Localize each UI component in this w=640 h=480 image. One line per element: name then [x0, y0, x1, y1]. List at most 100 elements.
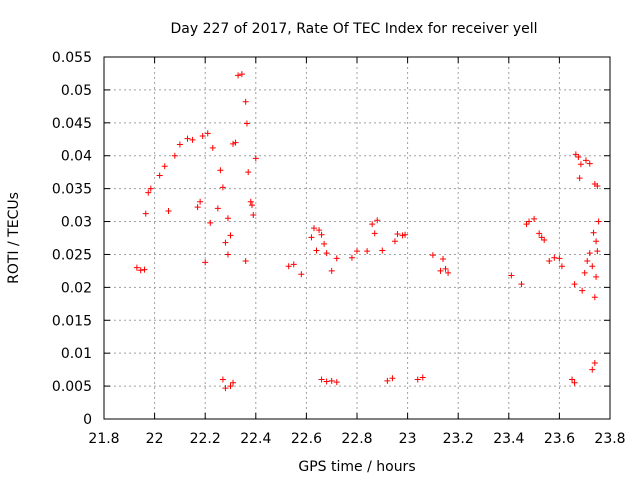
- data-point: [414, 376, 421, 383]
- y-tick-label: 0.04: [61, 149, 92, 165]
- y-tick-label: 0.055: [52, 50, 92, 66]
- data-point: [219, 184, 226, 191]
- data-point: [577, 161, 584, 168]
- data-point: [593, 238, 600, 245]
- data-point: [252, 155, 259, 162]
- data-point: [308, 234, 315, 241]
- y-tick-labels: 0 0.005 0.01 0.015 0.02 0.025 0.03 0.035 0.04 0.0…: [52, 50, 92, 428]
- chart-title: Day 227 of 2017, Rate Of TEC Index for r…: [170, 21, 537, 37]
- data-point: [328, 267, 335, 274]
- data-point: [290, 261, 297, 268]
- data-point: [576, 175, 583, 182]
- data-point: [222, 239, 229, 246]
- data-point: [207, 219, 214, 226]
- x-tick-label: 22.8: [341, 431, 372, 447]
- data-points: [133, 71, 602, 392]
- data-point: [595, 218, 602, 225]
- data-point: [523, 221, 530, 228]
- data-point: [199, 132, 206, 139]
- data-point: [571, 281, 578, 288]
- y-tick-label: 0: [83, 412, 92, 428]
- data-point: [310, 225, 317, 232]
- data-point: [584, 258, 591, 265]
- data-point: [371, 230, 378, 237]
- data-point: [582, 157, 589, 164]
- data-point: [364, 248, 371, 255]
- data-point: [214, 205, 221, 212]
- data-point: [202, 259, 209, 266]
- data-point: [245, 169, 252, 176]
- data-point: [318, 231, 325, 238]
- data-point: [379, 247, 386, 254]
- data-point: [224, 215, 231, 222]
- data-point: [518, 281, 525, 288]
- data-point: [230, 379, 237, 386]
- data-point: [333, 255, 340, 262]
- x-axis-label: GPS time / hours: [298, 459, 415, 475]
- data-point: [328, 377, 335, 384]
- data-point: [536, 230, 543, 237]
- data-point: [581, 269, 588, 276]
- axis-ticks: [103, 56, 611, 420]
- data-point: [235, 72, 242, 79]
- x-tick-label: 23.4: [493, 431, 524, 447]
- data-point: [538, 234, 545, 241]
- data-point: [586, 250, 593, 257]
- data-point: [165, 208, 172, 215]
- y-tick-label: 0.025: [52, 247, 92, 263]
- x-tick-label: 22.6: [291, 431, 322, 447]
- grid-lines: [104, 57, 610, 419]
- x-tick-labels: 21.8 22 22.2 22.4 22.6 22.8 23 23.2 23.4 23.6 23.8: [88, 431, 625, 447]
- data-point: [141, 266, 148, 273]
- data-point: [591, 360, 598, 367]
- y-tick-label: 0.035: [52, 182, 92, 198]
- data-point: [591, 294, 598, 301]
- y-tick-label: 0.03: [61, 215, 92, 231]
- data-point: [579, 287, 586, 294]
- data-point: [298, 271, 305, 278]
- data-point: [354, 248, 360, 255]
- data-point: [224, 251, 231, 258]
- data-point: [249, 202, 256, 209]
- data-point: [333, 379, 340, 386]
- data-point: [176, 141, 183, 148]
- data-point: [145, 189, 152, 196]
- x-tick-label: 23.2: [443, 431, 474, 447]
- data-point: [369, 221, 376, 228]
- data-point: [232, 139, 239, 146]
- data-point: [541, 236, 548, 243]
- x-tick-label: 21.8: [88, 431, 119, 447]
- data-point: [285, 263, 292, 270]
- data-point: [209, 144, 216, 151]
- data-point: [184, 135, 191, 142]
- data-point: [323, 378, 330, 385]
- data-point: [402, 231, 409, 238]
- data-point: [575, 154, 582, 161]
- data-point: [197, 198, 204, 205]
- data-point: [318, 376, 325, 383]
- data-point: [384, 377, 391, 384]
- data-point: [137, 267, 144, 274]
- data-point: [242, 258, 249, 265]
- data-point: [589, 366, 596, 373]
- data-point: [440, 256, 447, 263]
- data-point: [442, 265, 449, 272]
- y-tick-label: 0.005: [52, 379, 92, 395]
- y-tick-label: 0.045: [52, 116, 92, 132]
- data-point: [594, 183, 601, 190]
- data-point: [238, 71, 245, 78]
- data-point: [250, 211, 257, 218]
- data-point: [194, 204, 201, 211]
- y-tick-label: 0.02: [61, 280, 92, 296]
- data-point: [590, 229, 597, 236]
- data-point: [586, 160, 593, 167]
- x-tick-label: 22: [146, 431, 164, 447]
- data-point: [171, 152, 178, 159]
- data-point: [394, 231, 401, 238]
- data-point: [348, 254, 355, 261]
- data-point: [589, 263, 596, 270]
- data-point: [204, 130, 211, 137]
- data-point: [189, 136, 196, 143]
- data-point: [558, 263, 565, 270]
- x-tick-label: 23.8: [594, 431, 625, 447]
